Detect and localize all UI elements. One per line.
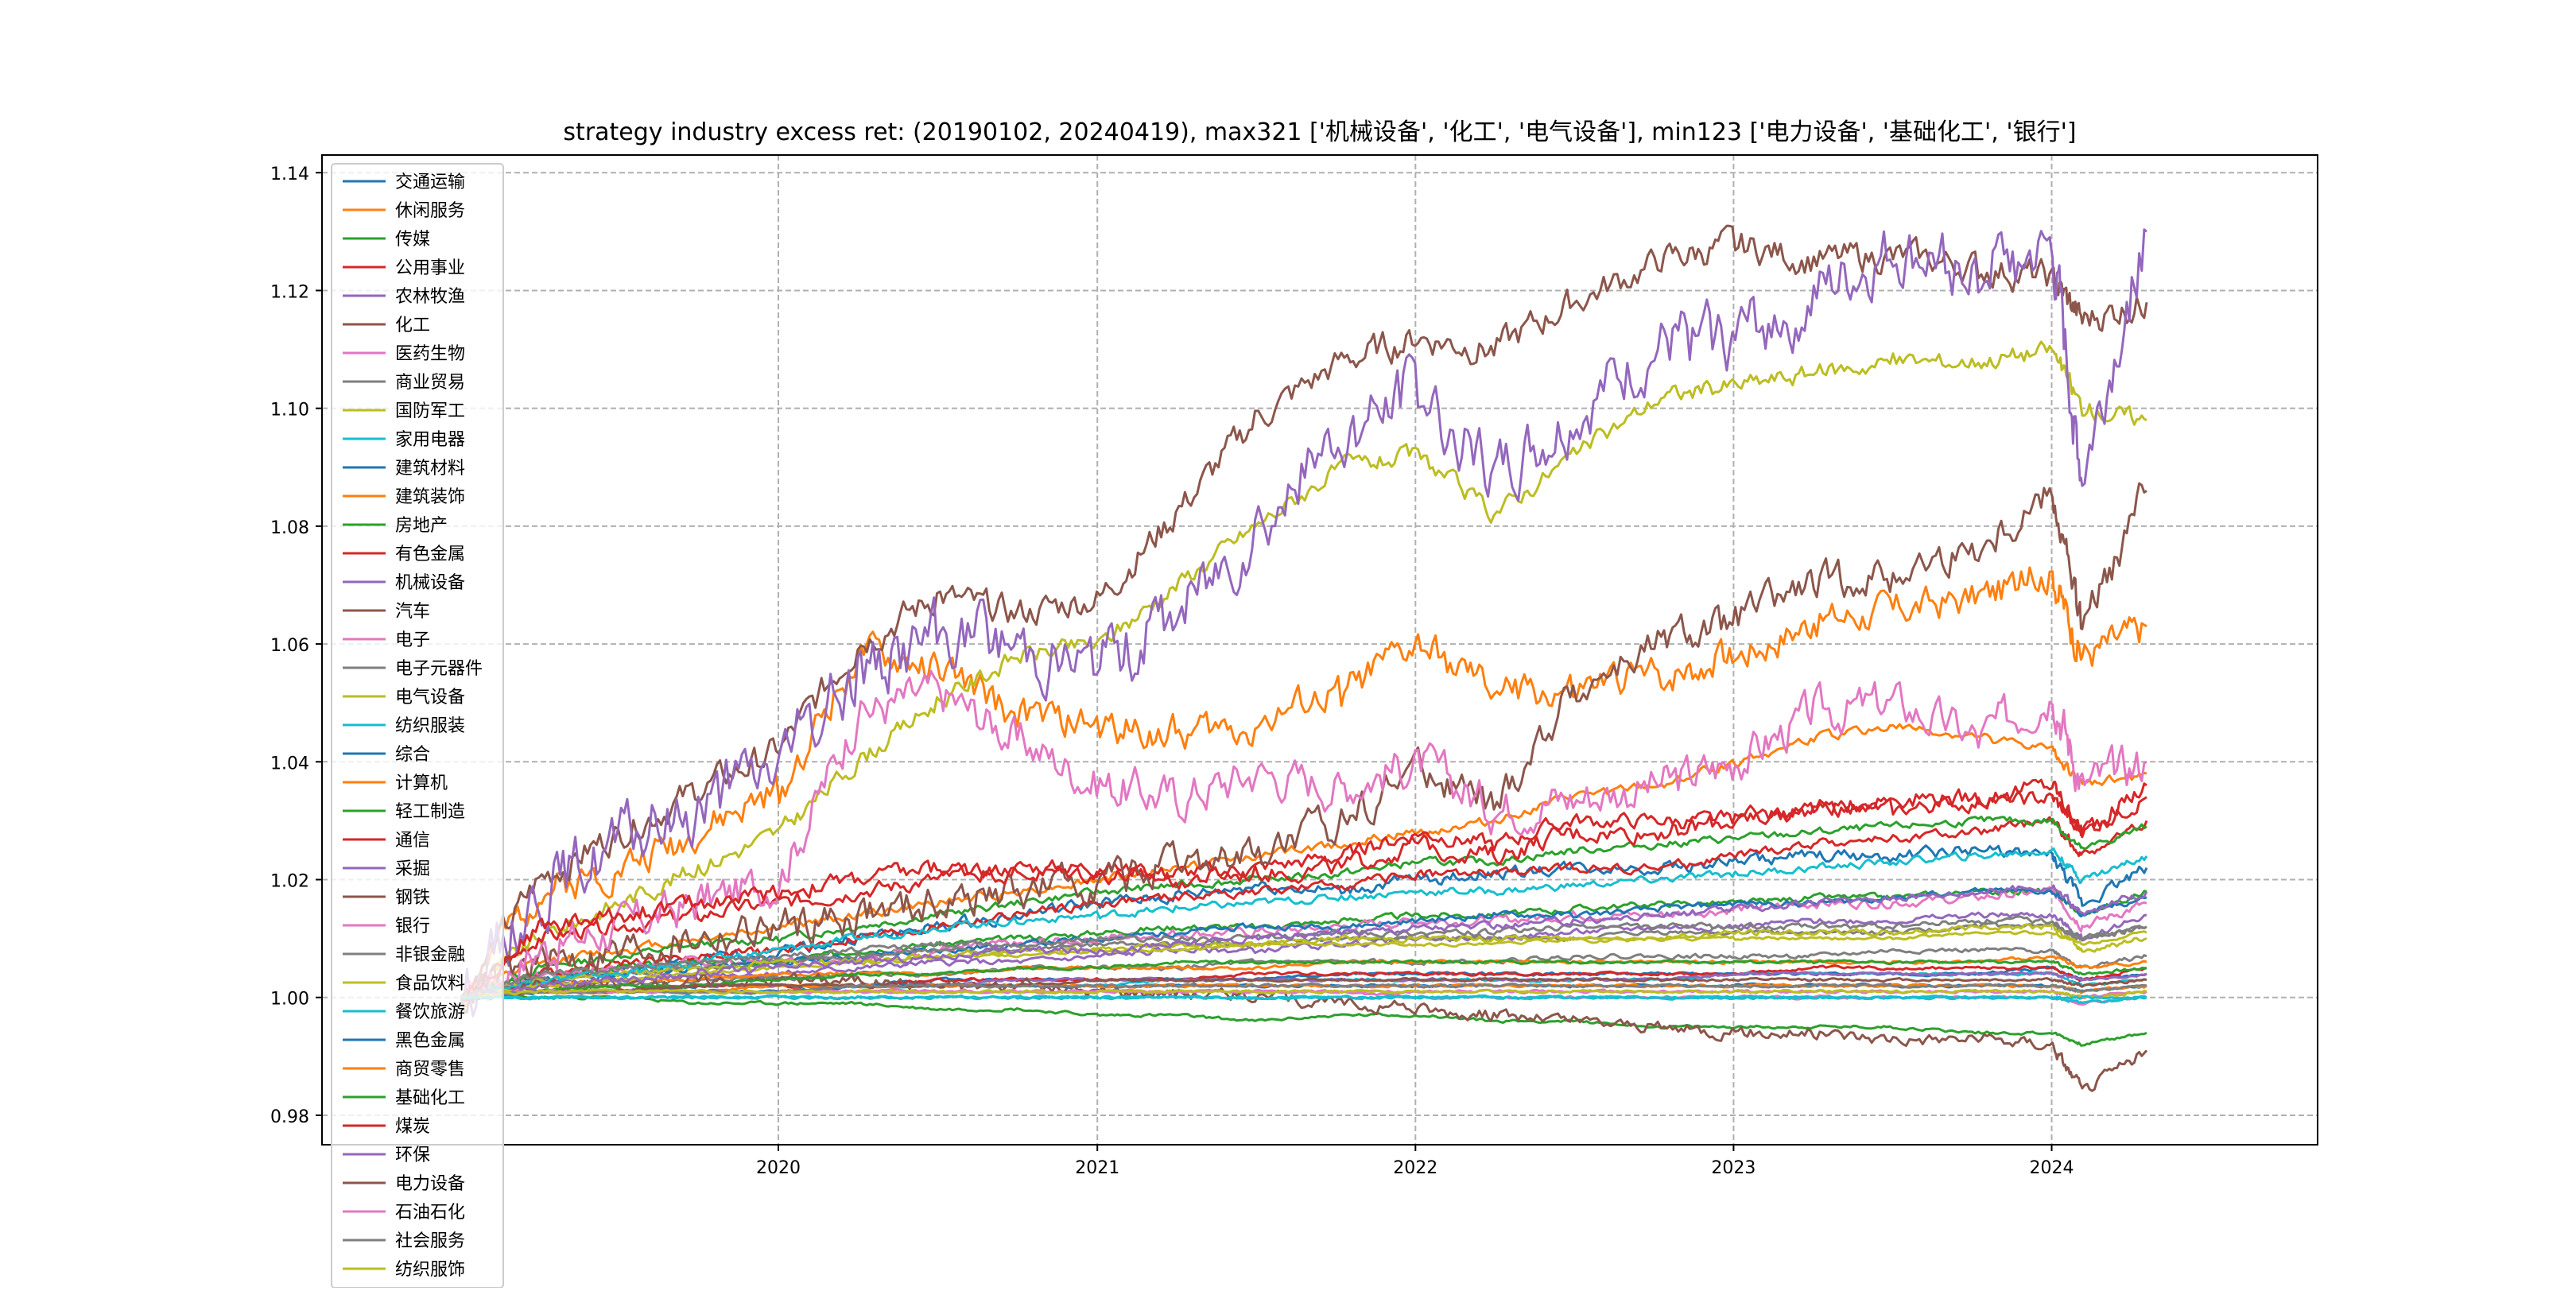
y-tick-label: 1.02 <box>270 872 309 892</box>
legend-label: 通信 <box>395 831 430 851</box>
legend-label: 公用事业 <box>395 258 465 278</box>
legend-label: 有色金属 <box>395 545 465 564</box>
legend-label: 钢铁 <box>395 888 430 908</box>
legend-label: 电力设备 <box>395 1174 465 1194</box>
x-tick-label: 2024 <box>2030 1158 2074 1178</box>
series-line <box>460 340 2147 998</box>
legend-label: 银行 <box>395 917 430 936</box>
legend-label: 机械设备 <box>395 573 465 593</box>
series-line <box>460 566 2147 1008</box>
series-line <box>460 723 2147 1000</box>
series-line <box>460 959 2147 999</box>
series-line <box>460 976 2147 999</box>
y-tick-label: 1.14 <box>270 165 309 184</box>
legend-label: 采掘 <box>395 859 430 879</box>
series-line <box>460 994 2147 1001</box>
y-tick-label: 1.10 <box>270 401 309 421</box>
x-tick-label: 2022 <box>1393 1158 1437 1178</box>
series-line <box>460 847 2148 1001</box>
series-line <box>460 778 2147 1002</box>
x-tick-label: 2023 <box>1711 1158 1755 1178</box>
legend-label: 传媒 <box>395 230 430 250</box>
legend-label: 黑色金属 <box>395 1031 465 1051</box>
axis-ticks: 0.98 1.00 1.02 1.04 1.06 1.08 1.10 1.12 1.14 2020… <box>270 165 2074 1178</box>
legend-label: 餐饮旅游 <box>395 1002 465 1022</box>
x-tick-label: 2020 <box>756 1158 801 1178</box>
y-tick-label: 1.12 <box>270 282 309 302</box>
legend-label: 国防军工 <box>395 401 465 421</box>
series-line <box>460 994 2147 1047</box>
legend-label: 社会服务 <box>395 1231 465 1251</box>
legend-label: 综合 <box>395 745 430 765</box>
chart-title: strategy industry excess ret: (20190102,… <box>563 118 2076 146</box>
series-line <box>460 790 2147 998</box>
y-tick-label: 0.98 <box>270 1107 309 1127</box>
series-line <box>460 482 2147 1014</box>
legend-label: 汽车 <box>395 602 430 622</box>
legend: 交通运输休闲服务传媒公用事业农林牧渔化工医药生物商业贸易国防军工家用电器建筑材料… <box>331 163 504 1291</box>
legend-label: 计算机 <box>395 773 448 793</box>
legend-label: 交通运输 <box>395 173 465 192</box>
y-tick-label: 1.06 <box>270 636 309 656</box>
legend-label: 休闲服务 <box>395 201 465 221</box>
series-line <box>460 982 2147 999</box>
series-line <box>460 955 2147 1000</box>
legend-label: 纺织服饰 <box>395 1260 465 1280</box>
legend-label: 石油石化 <box>395 1203 465 1223</box>
y-tick-label: 1.04 <box>270 754 309 773</box>
legend-label: 建筑装饰 <box>395 487 465 507</box>
legend-label: 商业贸易 <box>395 373 465 393</box>
series-line <box>460 921 2147 998</box>
series-line <box>460 224 2148 1003</box>
series-line <box>460 923 2147 998</box>
legend-label: 商贸零售 <box>395 1060 465 1080</box>
legend-label: 环保 <box>395 1146 430 1165</box>
series-line <box>460 884 2148 999</box>
legend-label: 轻工制造 <box>395 802 465 822</box>
legend-label: 电子元器件 <box>395 659 483 679</box>
legend-label: 食品饮料 <box>395 974 465 994</box>
series-line <box>460 816 2148 999</box>
legend-label: 家用电器 <box>395 430 465 450</box>
series-line <box>460 669 2147 1004</box>
legend-label: 煤炭 <box>395 1117 430 1137</box>
series-line <box>460 844 2148 1000</box>
y-tick-label: 1.00 <box>270 990 309 1010</box>
y-tick-label: 1.08 <box>270 518 309 538</box>
legend-label: 基础化工 <box>395 1088 465 1108</box>
legend-label: 房地产 <box>395 516 448 536</box>
series-lines <box>460 224 2148 1092</box>
legend-label: 非银金融 <box>395 945 465 965</box>
plot-frame <box>321 154 2318 1146</box>
legend-label: 农林牧渔 <box>395 287 465 307</box>
series-line <box>460 228 2147 1018</box>
x-tick-label: 2021 <box>1075 1158 1119 1178</box>
legend-label: 建筑材料 <box>395 459 465 479</box>
legend-label: 纺织服装 <box>395 716 465 736</box>
legend-label: 医药生物 <box>395 344 465 364</box>
legend-label: 电气设备 <box>395 688 465 708</box>
series-line <box>460 971 2148 1092</box>
legend-label: 电子 <box>395 630 430 650</box>
legend-label: 化工 <box>395 316 430 335</box>
series-line <box>460 988 2147 999</box>
